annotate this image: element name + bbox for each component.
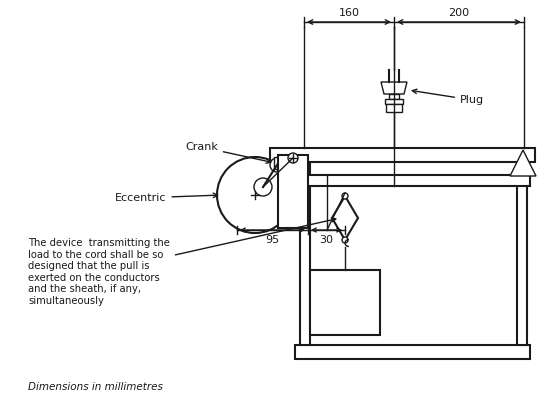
Polygon shape — [332, 196, 358, 240]
Text: 95: 95 — [266, 235, 280, 245]
Text: Dimensions in millimetres: Dimensions in millimetres — [28, 382, 163, 392]
Bar — [386, 104, 402, 112]
Polygon shape — [381, 82, 407, 94]
Text: Crank: Crank — [185, 142, 271, 163]
Circle shape — [342, 193, 348, 199]
Text: The device  transmitting the
load to the cord shall be so
designed that the pull: The device transmitting the load to the … — [28, 218, 336, 306]
Bar — [389, 94, 399, 99]
Bar — [295, 345, 530, 359]
Bar — [300, 150, 310, 345]
Circle shape — [288, 153, 298, 163]
Bar — [274, 157, 280, 169]
Bar — [310, 270, 380, 335]
Text: Plug: Plug — [412, 89, 484, 105]
Circle shape — [254, 178, 272, 196]
Text: 30: 30 — [320, 235, 334, 245]
Bar — [517, 150, 527, 345]
Bar — [230, 175, 530, 186]
Polygon shape — [510, 150, 536, 176]
Text: 160: 160 — [339, 8, 359, 18]
Text: Eccentric: Eccentric — [115, 193, 218, 203]
Circle shape — [270, 158, 284, 172]
Bar — [270, 148, 535, 162]
Text: 200: 200 — [449, 8, 470, 18]
Circle shape — [217, 157, 293, 233]
Circle shape — [342, 237, 348, 243]
Bar — [278, 155, 308, 228]
Bar — [385, 99, 403, 104]
